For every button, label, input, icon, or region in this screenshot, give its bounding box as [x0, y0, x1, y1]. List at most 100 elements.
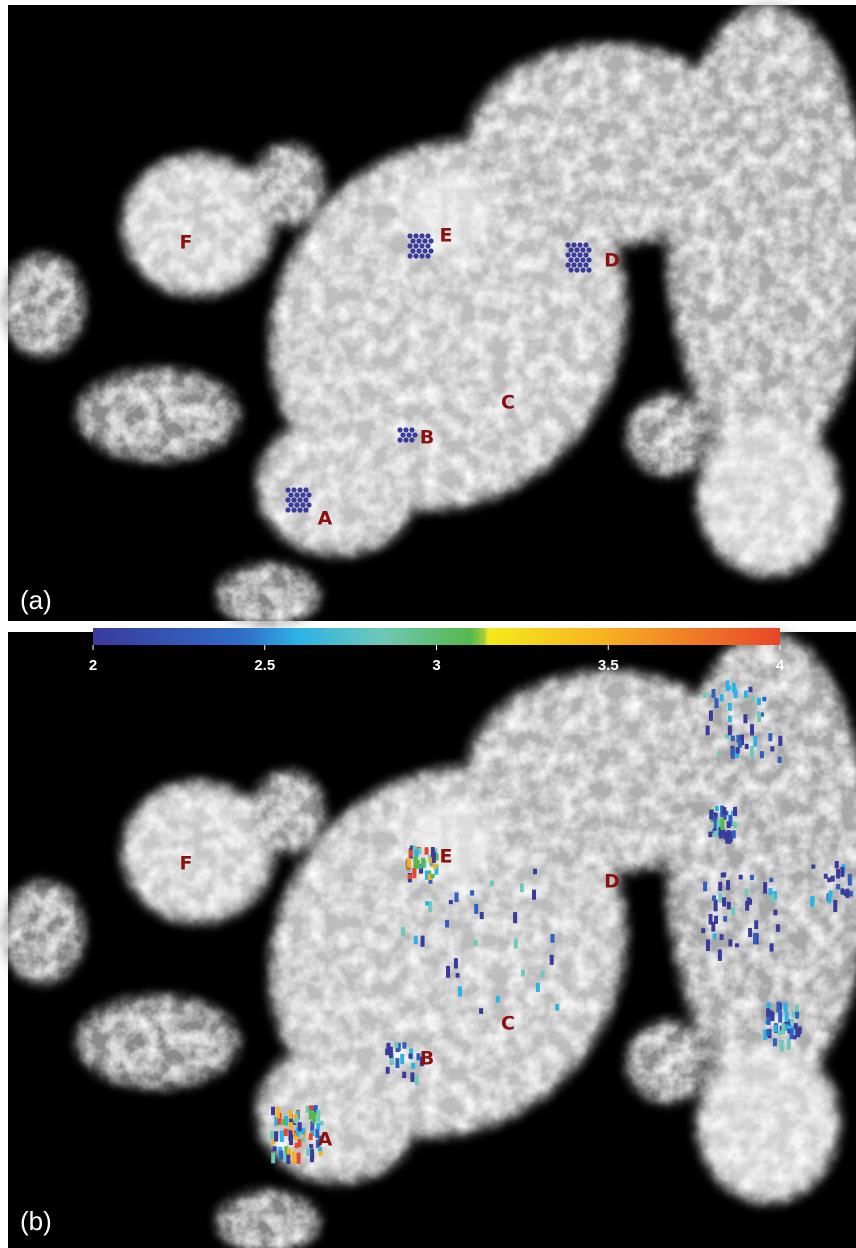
marker — [297, 1153, 301, 1164]
marker — [285, 487, 290, 492]
marker — [583, 242, 588, 247]
marker — [731, 907, 735, 915]
marker — [732, 830, 736, 838]
marker — [291, 497, 296, 502]
marker — [474, 940, 478, 946]
marker — [479, 1008, 483, 1014]
marker — [714, 698, 718, 708]
marker — [720, 694, 724, 701]
marker — [284, 1129, 288, 1136]
marker — [580, 257, 585, 262]
marker — [532, 890, 536, 900]
marker — [403, 427, 408, 432]
marker — [735, 943, 739, 947]
marker — [718, 893, 722, 902]
marker — [282, 1119, 286, 1125]
marker — [286, 1155, 290, 1165]
marker — [409, 437, 414, 442]
region-label: E — [440, 846, 453, 868]
marker — [833, 900, 837, 912]
marker — [288, 1129, 292, 1141]
region-label: C — [501, 392, 515, 414]
marker — [306, 492, 311, 497]
marker — [309, 1133, 313, 1140]
marker — [577, 242, 582, 247]
marker — [733, 807, 737, 816]
marker — [270, 1131, 274, 1140]
panel-label: (a) — [20, 585, 52, 615]
marker — [295, 1143, 299, 1148]
marker — [395, 1058, 399, 1068]
marker — [714, 813, 718, 817]
marker — [410, 1072, 414, 1082]
marker — [780, 1040, 784, 1052]
marker — [540, 970, 544, 977]
marker — [577, 262, 582, 267]
marker — [407, 243, 412, 248]
region-label: E — [440, 225, 453, 247]
marker — [425, 901, 429, 905]
marker — [811, 865, 815, 869]
marker — [574, 267, 579, 272]
marker — [733, 821, 737, 828]
marker — [288, 502, 293, 507]
marker — [723, 916, 727, 922]
marker — [726, 880, 730, 890]
marker — [721, 873, 725, 878]
marker — [760, 751, 764, 758]
marker — [397, 427, 402, 432]
marker — [402, 1072, 406, 1078]
marker — [790, 1019, 794, 1023]
marker — [713, 933, 717, 939]
marker — [419, 253, 424, 258]
marker — [768, 733, 772, 741]
marker — [496, 996, 500, 1003]
marker — [785, 1012, 789, 1022]
marker — [470, 890, 474, 895]
marker — [394, 1042, 398, 1048]
marker — [428, 238, 433, 243]
marker — [810, 896, 814, 906]
marker — [432, 852, 436, 862]
marker — [446, 966, 450, 978]
marker — [297, 487, 302, 492]
marker — [571, 242, 576, 247]
marker — [781, 1023, 785, 1034]
marker — [408, 1054, 412, 1059]
marker — [422, 238, 427, 243]
marker — [410, 238, 415, 243]
marker — [431, 874, 435, 878]
marker — [274, 1131, 278, 1141]
marker — [289, 1122, 293, 1130]
figure: (a)FEDCBA(b)FEDCBA22.533.54 — [0, 0, 856, 1248]
marker — [748, 899, 752, 905]
marker — [425, 849, 429, 854]
marker — [276, 1107, 280, 1118]
colorbar-tick-label: 2.5 — [254, 657, 275, 674]
marker — [280, 1131, 284, 1142]
marker — [300, 492, 305, 497]
marker — [751, 696, 755, 701]
marker — [722, 807, 726, 815]
marker — [836, 869, 840, 879]
colorbar-tick-label: 3.5 — [598, 657, 619, 674]
marker — [409, 427, 414, 432]
marker — [291, 487, 296, 492]
marker — [303, 487, 308, 492]
marker — [766, 1029, 770, 1036]
marker — [520, 883, 524, 892]
marker — [753, 933, 757, 944]
marker — [289, 1110, 293, 1119]
marker — [778, 757, 782, 763]
marker — [731, 736, 735, 741]
marker — [728, 716, 732, 722]
marker — [706, 940, 710, 952]
marker — [750, 875, 754, 880]
marker — [521, 969, 525, 976]
marker — [490, 881, 494, 887]
marker — [774, 1025, 778, 1032]
marker — [776, 1002, 780, 1013]
marker — [285, 497, 290, 502]
marker — [750, 746, 754, 758]
marker — [291, 507, 296, 512]
